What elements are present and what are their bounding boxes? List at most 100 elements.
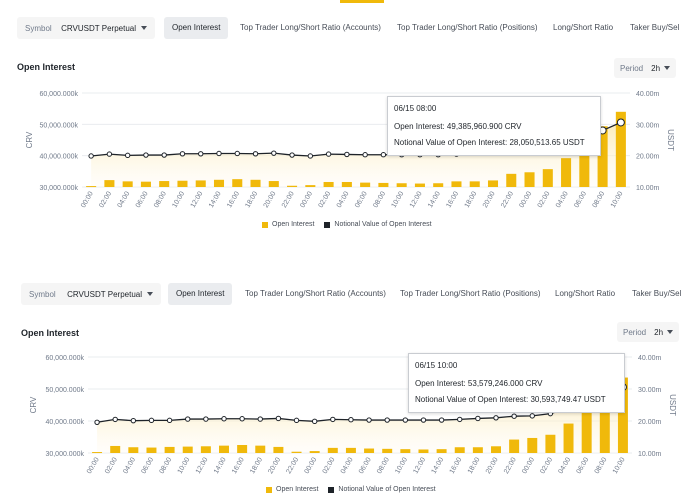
oi-bar <box>561 158 572 187</box>
tab-open-interest[interactable]: Open Interest <box>168 283 233 305</box>
oi-bar <box>213 179 225 187</box>
legend-swatch-line <box>324 221 331 228</box>
oi-bar <box>509 439 520 453</box>
x-tick-label: 10:00 <box>171 190 186 209</box>
oi-bar <box>527 437 538 453</box>
y-axis-label: CRV <box>29 396 38 413</box>
tab-top-trader-accounts[interactable]: Top Trader Long/Short Ratio (Accounts) <box>240 23 381 32</box>
x-tick-label: 10:00 <box>391 190 406 209</box>
notional-line <box>96 386 624 423</box>
chevron-down-icon <box>141 26 147 30</box>
tab-top-trader-positions[interactable]: Top Trader Long/Short Ratio (Positions) <box>397 23 538 32</box>
notional-point <box>94 419 100 425</box>
x-tick-label: 02:00 <box>104 456 119 475</box>
x-tick-label: 14:00 <box>213 456 228 475</box>
notional-point <box>234 150 240 157</box>
x-tick-label: 00:00 <box>518 190 533 209</box>
legend-item-open-interest[interactable]: Open Interest <box>266 486 318 493</box>
x-tick-label: 06:00 <box>140 456 155 475</box>
notional-point <box>271 150 277 156</box>
x-tick-label: 04:00 <box>340 456 355 475</box>
oi-bar <box>164 446 175 453</box>
x-tick-label: 18:00 <box>464 190 479 209</box>
section-title: Open Interest <box>21 328 80 338</box>
x-tick-label: 04:00 <box>122 456 137 475</box>
oi-bar <box>414 183 425 187</box>
oi-bar <box>506 173 517 187</box>
tab-top-trader-accounts[interactable]: Top Trader Long/Short Ratio (Accounts) <box>245 289 386 298</box>
tooltip-open-interest: Open Interest: 49,385,960.900 CRV <box>394 122 522 131</box>
oi-bar <box>341 181 352 187</box>
oi-bar <box>273 446 284 453</box>
x-tick-label: 02:00 <box>318 190 333 209</box>
oi-bar <box>250 179 261 187</box>
x-tick-label: 14:00 <box>208 190 223 209</box>
oi-bar <box>400 449 411 453</box>
oi-bar <box>617 377 628 453</box>
notional-point <box>239 416 245 422</box>
period-select[interactable]: Period 2h <box>617 322 680 342</box>
x-tick-label: 06:00 <box>576 456 591 475</box>
x-tick-label: 06:00 <box>354 190 369 209</box>
x-tick-label: 02:00 <box>537 190 552 209</box>
notional-point <box>275 415 282 422</box>
oi-bar <box>360 182 371 187</box>
notional-point <box>307 153 314 159</box>
symbol-select[interactable]: Symbol CRVUSDT Perpetual <box>21 283 161 305</box>
oi-bar <box>140 181 151 187</box>
oi-bar <box>177 180 188 187</box>
tab-long-short-ratio[interactable]: Long/Short Ratio <box>553 23 614 32</box>
oi-bar <box>364 448 375 453</box>
legend-item-open-interest[interactable]: Open Interest <box>262 221 314 228</box>
legend-label: Notional Value of Open Interest <box>334 221 432 228</box>
oi-bar <box>472 447 483 453</box>
notional-point <box>143 152 149 158</box>
notional-point <box>380 152 387 158</box>
notional-point <box>475 415 481 422</box>
y2-tick-label: 10.00m <box>636 185 660 192</box>
tab-taker-buy-sell[interactable]: Taker Buy/Sel <box>632 289 682 298</box>
tab-taker-buy-sell[interactable]: Taker Buy/Sel <box>630 23 680 32</box>
oi-bar <box>454 447 465 453</box>
oi-bar <box>182 446 193 453</box>
y2-axis-label: USDT <box>666 129 675 151</box>
open-interest-panel-1: Symbol CRVUSDT Perpetual Open Interest T… <box>0 0 700 250</box>
x-tick-label: 04:00 <box>555 190 570 209</box>
notional-point <box>216 150 222 157</box>
chart-legend: Open Interest Notional Value of Open Int… <box>262 221 442 228</box>
tab-long-short-ratio[interactable]: Long/Short Ratio <box>555 289 616 298</box>
legend-item-notional-value[interactable]: Notional Value of Open Interest <box>328 486 436 493</box>
oi-bar <box>287 185 298 187</box>
notional-point <box>348 417 354 423</box>
tab-open-interest[interactable]: Open Interest <box>164 17 229 39</box>
open-interest-chart[interactable]: 30,000.000k 40,000.000k 50,000.000k 60,000.… <box>0 350 700 490</box>
x-tick-label: 10:00 <box>177 456 192 475</box>
oi-bar <box>542 169 553 187</box>
y-tick-label: 40,000.000k <box>39 154 78 161</box>
oi-bar <box>581 409 592 453</box>
oi-bar <box>563 423 574 453</box>
x-tick-label: 10:00 <box>610 190 625 209</box>
notional-point <box>166 417 173 424</box>
active-tab-indicator <box>340 0 384 3</box>
notional-point <box>88 153 94 159</box>
chart-tooltip: 06/15 08:00 Open Interest: 49,385,960.90… <box>387 96 601 156</box>
symbol-label: Symbol <box>29 289 56 299</box>
symbol-select[interactable]: Symbol CRVUSDT Perpetual <box>17 17 155 39</box>
tab-top-trader-positions[interactable]: Top Trader Long/Short Ratio (Positions) <box>400 289 541 298</box>
x-tick-label: 12:00 <box>190 190 205 209</box>
oi-bar <box>524 172 535 187</box>
period-select[interactable]: Period 2h <box>614 58 677 78</box>
x-tick-label: 06:00 <box>135 190 150 209</box>
open-interest-chart[interactable]: 30,000.000k 40,000.000k 50,000.000k 60,000.… <box>0 85 700 225</box>
legend-item-notional-value[interactable]: Notional Value of Open Interest <box>324 221 432 228</box>
oi-bar <box>237 445 248 453</box>
x-tick-label: 04:00 <box>336 190 351 209</box>
notional-point <box>344 151 350 158</box>
x-tick-label: 20:00 <box>267 456 282 475</box>
x-tick-label: 14:00 <box>431 456 446 475</box>
legend-swatch-line <box>328 486 335 493</box>
x-tick-label: 08:00 <box>153 190 168 209</box>
x-tick-label: 22:00 <box>500 190 515 209</box>
x-tick-label: 04:00 <box>557 456 572 475</box>
